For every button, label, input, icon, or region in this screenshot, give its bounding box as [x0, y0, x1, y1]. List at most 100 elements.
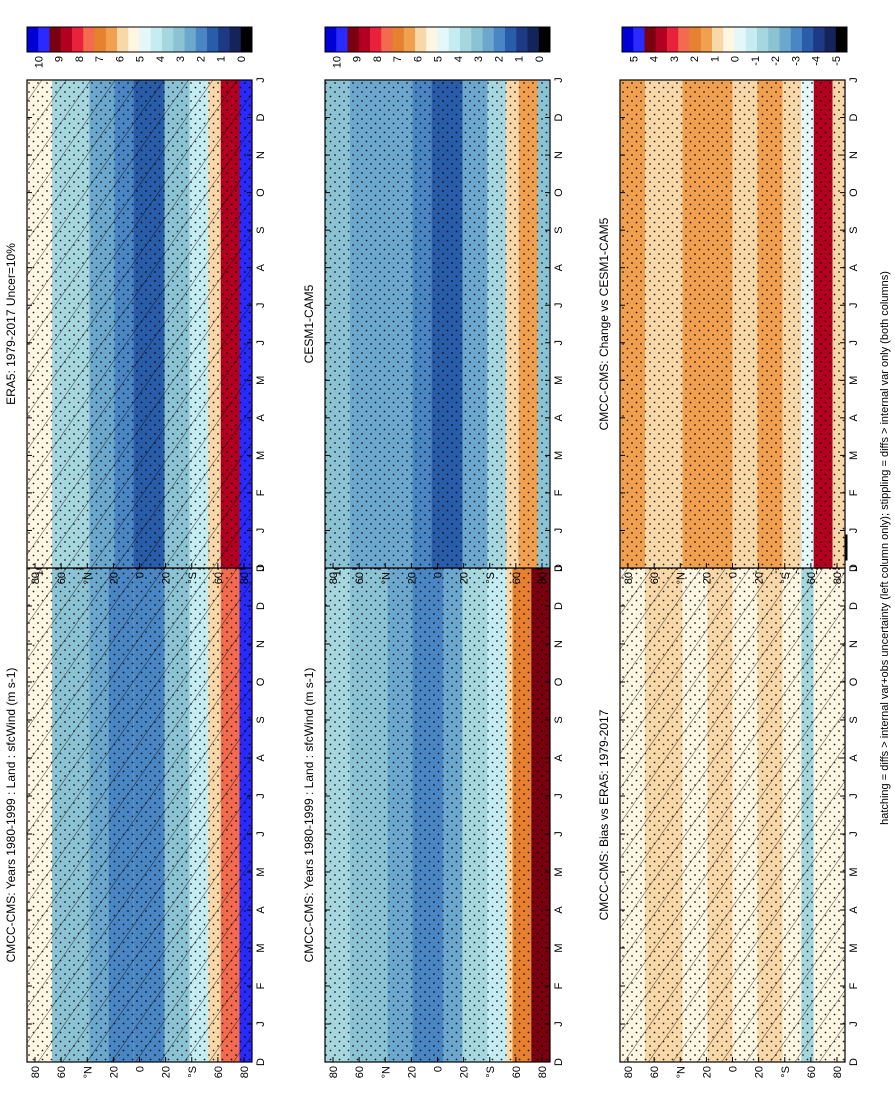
p5-colorbar-tick-8: -3: [790, 564, 802, 574]
p5-lat-tick-2: °N: [675, 1066, 687, 1078]
p6-colorbar-swatch-13: [768, 27, 780, 52]
figure-footnote: hatching = diffs > internal var+obs unce…: [879, 271, 891, 825]
p4-month-tick-8: A: [553, 263, 565, 271]
p2-lat-tick-0: 80: [328, 1066, 340, 1078]
p4-colorbar-swatch-9: [426, 27, 438, 52]
p6-colorbar-tick-0: 5: [628, 56, 640, 62]
p6-colorbar-swatch-6: [689, 27, 702, 52]
p3-colorbar-swatch-1: [38, 27, 50, 52]
p5-lat-tick-8: 80: [832, 1066, 844, 1078]
p1-title: CMCC-CMS: Years 1980-1999 : Land : sfcWi…: [4, 668, 18, 963]
p2-month-tick-11: N: [553, 640, 565, 648]
p4-month-tick-11: N: [553, 151, 565, 159]
p1-month-tick-6: J: [255, 831, 267, 837]
p6-lat-tick-0: 80: [623, 572, 635, 584]
p4-colorbar-tick-4: 6: [412, 56, 424, 62]
p5-colorbar-tick-6: -1: [750, 564, 762, 574]
p1-lat-tick-6: °S: [187, 1066, 199, 1078]
p6-lat-tick-4: 0: [728, 572, 740, 578]
p2-month-tick-4: A: [553, 906, 565, 914]
p5-lat-tick-3: 20: [701, 1066, 713, 1078]
p1-month-tick-2: F: [255, 982, 267, 989]
p5-hatching: [620, 568, 845, 1062]
p4-colorbar-swatch-11: [448, 27, 461, 52]
p4-title: CESM1-CAM5: [302, 284, 316, 363]
p4-colorbar-swatch-12: [460, 27, 472, 52]
p4-colorbar-swatch-15: [493, 27, 506, 52]
p3-month-tick-12: D: [255, 114, 267, 122]
p2-title: CMCC-CMS: Years 1980-1999 : Land : sfcWi…: [302, 668, 316, 963]
p3-colorbar-swatch-10: [139, 27, 152, 52]
p6-colorbar-swatch-16: [802, 27, 814, 52]
p3-month-tick-10: O: [255, 188, 267, 197]
p6-colorbar-tick-8: -3: [790, 56, 802, 66]
p6-colorbar-tick-4: 1: [709, 56, 721, 62]
p1-lat-tick-5: 20: [161, 1066, 173, 1078]
p3-colorbar-swatch-0: [27, 27, 39, 52]
p1-month-tick-5: M: [255, 867, 267, 876]
p3-lat-tick-3: 20: [108, 572, 120, 584]
p2-month-tick-7: J: [553, 793, 565, 799]
p4-month-tick-0: D: [553, 564, 565, 572]
p4-lat-tick-6: °S: [485, 572, 497, 584]
p4-colorbar-swatch-19: [538, 27, 551, 52]
p2-month-tick-10: O: [553, 677, 565, 686]
p6-month-tick-11: N: [848, 151, 860, 159]
p1-month-tick-3: M: [255, 943, 267, 952]
p1-lat-tick-4: 0: [135, 1066, 147, 1072]
p4-colorbar-swatch-1: [336, 27, 348, 52]
p3-month-tick-13: J: [255, 77, 267, 83]
p1-month-tick-8: A: [255, 754, 267, 762]
p6-colorbar-tick-3: 2: [689, 56, 701, 62]
p1-lat-tick-2: °N: [82, 1066, 94, 1078]
p2-lat-tick-3: 20: [406, 1066, 418, 1078]
p5-lat-tick-1: 60: [649, 1066, 661, 1078]
p1-lat-tick-7: 60: [213, 1066, 225, 1078]
p3-month-tick-7: J: [255, 302, 267, 308]
p6-colorbar-swatch-7: [700, 27, 713, 52]
p5-lat-tick-4: 0: [728, 1066, 740, 1072]
p4-colorbar-swatch-8: [415, 27, 427, 52]
p4-colorbar-tick-0: 10: [331, 56, 343, 68]
p4-colorbar-tick-9: 1: [514, 56, 526, 62]
p5-month-tick-3: M: [848, 943, 860, 952]
p6-month-tick-4: A: [848, 414, 860, 422]
p4-month-tick-12: D: [553, 114, 565, 122]
p5-month-tick-11: N: [848, 640, 860, 648]
p6-month-tick-2: F: [848, 489, 860, 496]
p2-month-tick-8: A: [553, 754, 565, 762]
p2-lat-tick-1: 60: [354, 1066, 366, 1078]
p4-colorbar-swatch-3: [358, 27, 371, 52]
p5-month-tick-12: D: [848, 602, 860, 610]
p3-colorbar-tick-5: 5: [135, 56, 147, 62]
p1-month-tick-10: O: [255, 677, 267, 686]
p2-month-tick-1: J: [553, 1021, 565, 1027]
p5-month-tick-8: A: [848, 754, 860, 762]
p6-colorbar-swatch-0: [622, 27, 634, 52]
p4-colorbar-swatch-5: [381, 27, 393, 52]
p4-colorbar-swatch-7: [403, 27, 416, 52]
p6-colorbar-swatch-14: [779, 27, 792, 52]
p6-month-tick-8: A: [848, 263, 860, 271]
p3-lat-tick-5: 20: [161, 572, 173, 584]
p4-stippling: [325, 80, 550, 568]
p1-lat-tick-8: 80: [239, 1066, 251, 1078]
p3-month-tick-0: D: [255, 564, 267, 572]
p4-lat-tick-0: 80: [328, 572, 340, 584]
p6-colorbar-tick-5: 0: [730, 56, 742, 62]
p4-month-tick-3: M: [553, 451, 565, 460]
p1-month-tick-13: J: [255, 565, 267, 571]
p6-colorbar-swatch-12: [757, 27, 769, 52]
p6-month-tick-1: J: [848, 528, 860, 534]
p2-month-tick-6: J: [553, 831, 565, 837]
p5-colorbar-tick-10: -5: [831, 564, 843, 574]
p2-lat-tick-4: 0: [433, 1066, 445, 1072]
p2-lat-tick-5: 20: [459, 1066, 471, 1078]
p6-colorbar-swatch-5: [678, 27, 690, 52]
p6-lat-tick-6: °S: [780, 572, 792, 584]
p1-lat-tick-3: 20: [108, 1066, 120, 1078]
p6-colorbar-swatch-10: [734, 27, 747, 52]
p3-lat-tick-4: 0: [135, 572, 147, 578]
p1-hatching: [27, 568, 252, 1062]
